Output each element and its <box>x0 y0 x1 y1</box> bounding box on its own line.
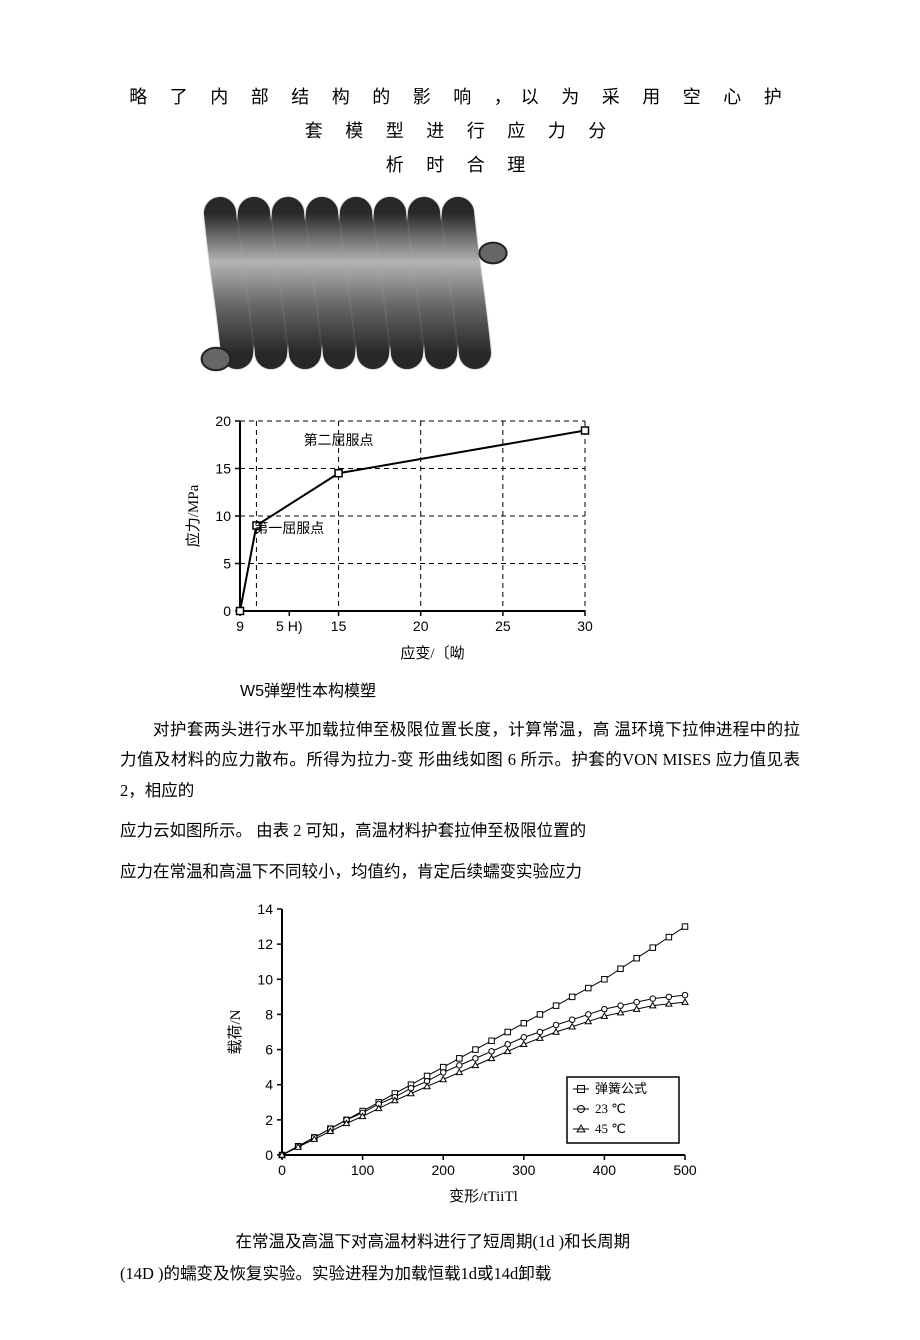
stress-strain-chart: 0 5 10 15 20 9 5 H) 15 20 25 30 第二屈服点第一屈服点 应力/MPa 应变/… <box>180 406 800 671</box>
svg-text:8: 8 <box>265 1007 273 1023</box>
bottom-para-1: 在常温及高温下对高温材料进行了短周期(1d )和长周期 <box>120 1226 800 1257</box>
spring-figure <box>190 193 800 398</box>
svg-text:400: 400 <box>593 1162 617 1178</box>
svg-text:20: 20 <box>413 618 429 634</box>
svg-text:变形/tTiiTl: 变形/tTiiTl <box>449 1188 518 1205</box>
svg-text:5 H): 5 H) <box>276 618 302 634</box>
svg-text:15: 15 <box>331 618 347 634</box>
svg-text:第二屈服点: 第二屈服点 <box>304 431 374 448</box>
svg-text:5: 5 <box>223 555 231 571</box>
svg-text:弹簧公式: 弹簧公式 <box>595 1081 647 1096</box>
svg-text:10: 10 <box>257 971 273 987</box>
svg-text:45 ℃: 45 ℃ <box>595 1121 626 1136</box>
svg-text:9: 9 <box>236 618 244 634</box>
svg-text:100: 100 <box>351 1162 375 1178</box>
caption-w5: W5弹塑性本构模塑 <box>240 677 800 701</box>
svg-text:0: 0 <box>278 1162 286 1178</box>
svg-text:23 ℃: 23 ℃ <box>595 1101 626 1116</box>
svg-text:200: 200 <box>432 1162 456 1178</box>
svg-text:30: 30 <box>577 618 593 634</box>
body-para-1: 对护套两头进行水平加载拉伸至极限位置长度，计算常温，高 温环境下拉伸进程中的拉力… <box>120 715 800 807</box>
svg-text:14: 14 <box>257 901 273 917</box>
load-deformation-chart: 0 2 4 6 8 10 12 14 0 100 200 300 400 500 弹簧公式 23 ℃ 45 ℃ 载… <box>120 897 800 1212</box>
svg-text:10: 10 <box>215 508 231 524</box>
page: 略 了 内 部 结 构 的 影 响 ，以 为 采 用 空 心 护 套 模 型 进… <box>0 0 920 1340</box>
top-line-2: 析 时 合 理 <box>120 148 800 182</box>
svg-text:4: 4 <box>265 1077 273 1093</box>
svg-text:500: 500 <box>673 1162 697 1178</box>
svg-text:12: 12 <box>257 936 273 952</box>
svg-text:应力/MPa: 应力/MPa <box>184 484 202 547</box>
svg-text:0: 0 <box>265 1147 273 1163</box>
svg-text:20: 20 <box>215 413 231 429</box>
svg-text:6: 6 <box>265 1042 273 1058</box>
body-para-3: 应力在常温和高温下不同较小，均值约，肯定后续蠕变实验应力 <box>120 857 800 888</box>
svg-text:15: 15 <box>215 460 231 476</box>
svg-text:300: 300 <box>512 1162 536 1178</box>
svg-text:25: 25 <box>495 618 511 634</box>
svg-text:载荷/N: 载荷/N <box>227 1009 244 1054</box>
svg-text:0: 0 <box>223 603 231 619</box>
svg-text:2: 2 <box>265 1112 273 1128</box>
top-line-1: 略 了 内 部 结 构 的 影 响 ，以 为 采 用 空 心 护 套 模 型 进… <box>120 80 800 148</box>
bottom-para-2: (14D )的蠕变及恢复实验。实验进程为加载恒载1d或14d卸载 <box>120 1259 800 1290</box>
svg-text:第一屈服点: 第一屈服点 <box>254 520 324 537</box>
svg-text:应变/〔呦: 应变/〔呦 <box>400 644 464 662</box>
body-para-2: 应力云如图所示。 由表 2 可知，高温材料护套拉伸至极限位置的 <box>120 816 800 847</box>
